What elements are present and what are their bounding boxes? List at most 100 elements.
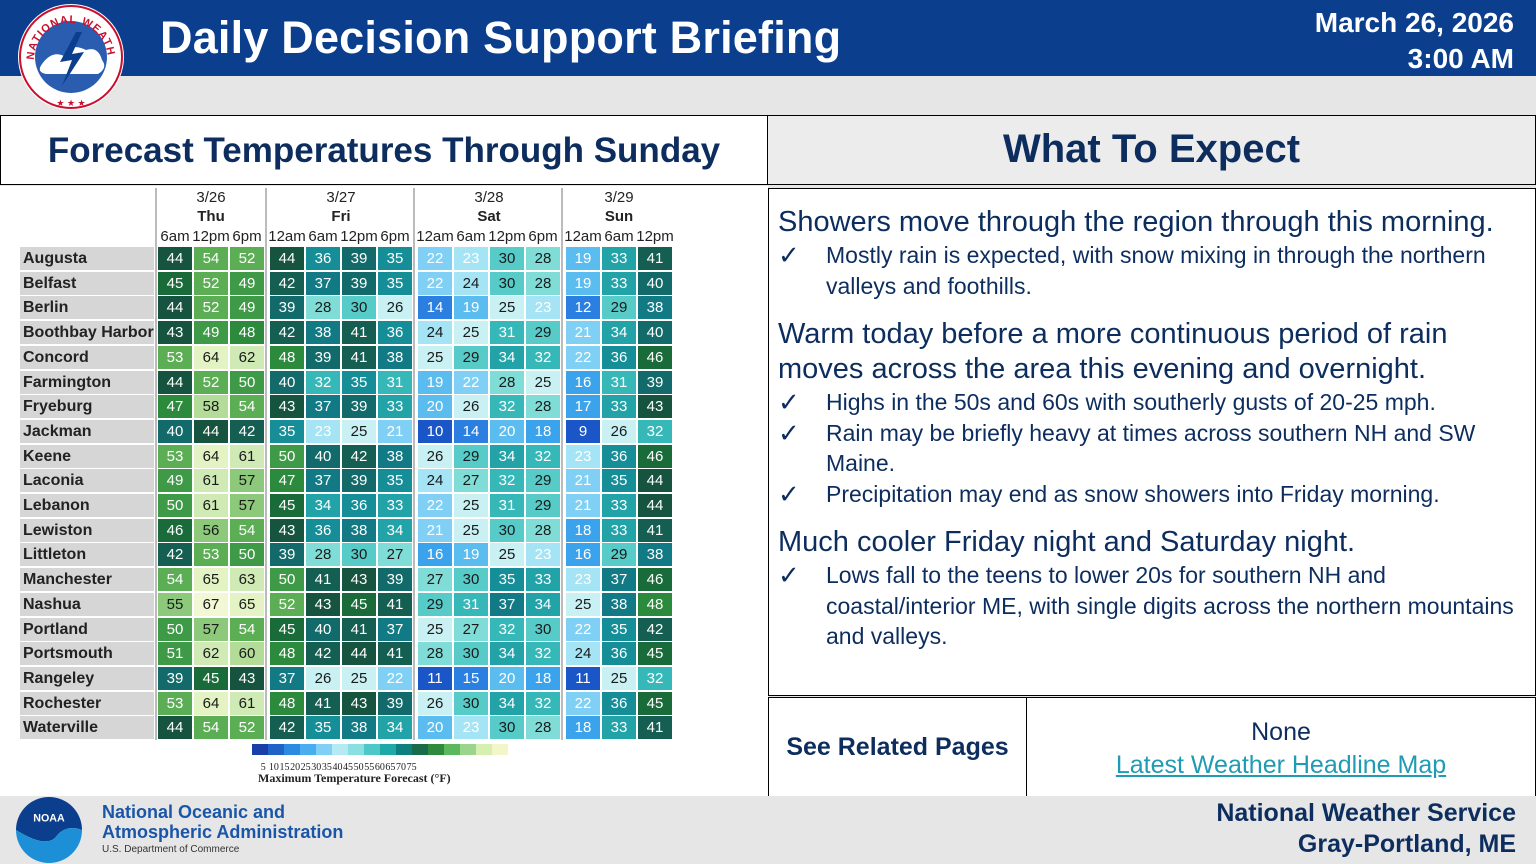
bullet-text: Lows fall to the teens to lower 20s for … <box>826 562 1514 649</box>
temperature-cell: 25 <box>454 494 488 517</box>
day-of-week: Sun <box>604 208 634 225</box>
temperature-cell: 43 <box>270 518 304 542</box>
temperature-cell: 52 <box>230 716 264 740</box>
temperature-cell: 28 <box>306 296 340 320</box>
temperature-cell: 43 <box>342 568 376 592</box>
temperature-cell: 39 <box>378 691 412 715</box>
temperature-cell: 30 <box>490 518 524 542</box>
temperature-cell: 32 <box>490 617 524 641</box>
legend-swatch <box>268 744 284 755</box>
temperature-cell: 44 <box>158 370 192 394</box>
temperature-cell: 34 <box>490 691 524 715</box>
temperature-cell: 35 <box>602 617 636 641</box>
legend-tick: 70 <box>396 762 407 773</box>
day-header: 3/29 Sun <box>566 188 672 226</box>
legend-swatch <box>492 744 508 755</box>
legend-swatch <box>348 744 364 755</box>
temperature-cell: 44 <box>342 642 376 666</box>
temperature-cell: 53 <box>158 345 192 369</box>
temperature-cell: 43 <box>270 395 304 419</box>
legend-swatch <box>412 744 428 755</box>
temperature-cell: 64 <box>194 444 228 468</box>
temperature-cell: 54 <box>194 716 228 740</box>
temperature-cell: 26 <box>418 691 452 715</box>
temperature-cell: 14 <box>454 419 488 443</box>
temperature-cell: 20 <box>418 716 452 740</box>
day-separator <box>265 188 267 740</box>
temperature-cell: 52 <box>194 296 228 320</box>
temperature-cell: 42 <box>342 444 376 468</box>
temperature-cell: 34 <box>306 494 340 517</box>
temperature-cell: 29 <box>418 592 452 616</box>
temperature-cell: 31 <box>490 494 524 517</box>
legend-tick: 10 <box>268 762 279 773</box>
temperature-cell: 34 <box>490 345 524 369</box>
temperature-cell: 24 <box>566 642 600 666</box>
temperature-cell: 39 <box>306 345 340 369</box>
time-label: 12am <box>268 228 306 245</box>
temperature-cell: 44 <box>638 469 672 493</box>
temperature-cell: 53 <box>194 543 228 567</box>
header-bar: Daily Decision Support Briefing March 26… <box>0 0 1536 76</box>
weather-headline-map-link[interactable]: Latest Weather Headline Map <box>1115 751 1447 779</box>
temperature-cell: 46 <box>158 518 192 542</box>
day-of-week: Thu <box>197 208 225 225</box>
temperature-cell: 50 <box>230 370 264 394</box>
temperature-cell: 18 <box>566 716 600 740</box>
city-name: Lewiston <box>20 518 154 542</box>
temperature-cell: 34 <box>378 518 412 542</box>
temperature-cell: 40 <box>638 321 672 345</box>
temperature-cell: 38 <box>638 296 672 320</box>
related-none-text: None <box>1251 718 1311 746</box>
noaa-logo-text: NOAA <box>33 812 65 824</box>
temperature-cell: 22 <box>378 666 412 690</box>
temperature-cell: 33 <box>378 494 412 517</box>
temperature-cell: 16 <box>418 543 452 567</box>
day-date: 3/28 <box>474 189 504 206</box>
related-pages-label: See Related Pages <box>769 698 1027 796</box>
temperature-cell: 61 <box>194 469 228 493</box>
temperature-cell: 19 <box>454 543 488 567</box>
temperature-cell: 41 <box>638 518 672 542</box>
temperature-cell: 28 <box>526 518 560 542</box>
time-label: 6am <box>308 228 338 245</box>
expect-title-box: What To Expect <box>768 115 1536 185</box>
temperature-cell: 19 <box>566 247 600 270</box>
city-name: Boothbay Harbor <box>20 321 154 345</box>
temperature-cell: 29 <box>454 345 488 369</box>
temperature-cell: 40 <box>270 370 304 394</box>
section-gap <box>778 301 1535 317</box>
time-label: 6am <box>456 228 486 245</box>
temperature-cell: 28 <box>490 370 524 394</box>
day-header: 3/26 Thu <box>158 188 264 226</box>
temperature-cell: 15 <box>454 666 488 690</box>
city-name: Farmington <box>20 370 154 394</box>
temperature-cell: 32 <box>306 370 340 394</box>
temperature-cell: 38 <box>638 543 672 567</box>
temperature-cell: 16 <box>566 543 600 567</box>
related-pages-value: None Latest Weather Headline Map <box>1027 698 1535 796</box>
temperature-cell: 30 <box>490 716 524 740</box>
temperature-cell: 45 <box>638 691 672 715</box>
temperature-cell: 19 <box>418 370 452 394</box>
temperature-legend-title: Maximum Temperature Forecast (°F) <box>258 771 451 785</box>
temperature-cell: 41 <box>342 321 376 345</box>
expect-section-heading: Much cooler Friday night and Saturday ni… <box>778 526 1356 558</box>
temperature-cell: 48 <box>230 321 264 345</box>
temperature-cell: 9 <box>566 419 600 443</box>
temperature-cell: 54 <box>194 247 228 270</box>
temperature-cell: 54 <box>230 395 264 419</box>
city-name: Rochester <box>20 691 154 715</box>
temperature-cell: 34 <box>602 321 636 345</box>
day-date: 3/29 <box>604 189 634 206</box>
temperature-cell: 57 <box>194 617 228 641</box>
expect-bullet: ✓ Mostly rain is expected, with snow mixi… <box>778 240 1535 301</box>
temperature-cell: 27 <box>378 543 412 567</box>
temperature-cell: 31 <box>378 370 412 394</box>
legend-swatch <box>476 744 492 755</box>
temperature-cell: 58 <box>194 395 228 419</box>
legend-swatch <box>284 744 300 755</box>
temperature-cell: 54 <box>230 518 264 542</box>
city-name: Manchester <box>20 568 154 592</box>
temperature-cell: 22 <box>566 617 600 641</box>
